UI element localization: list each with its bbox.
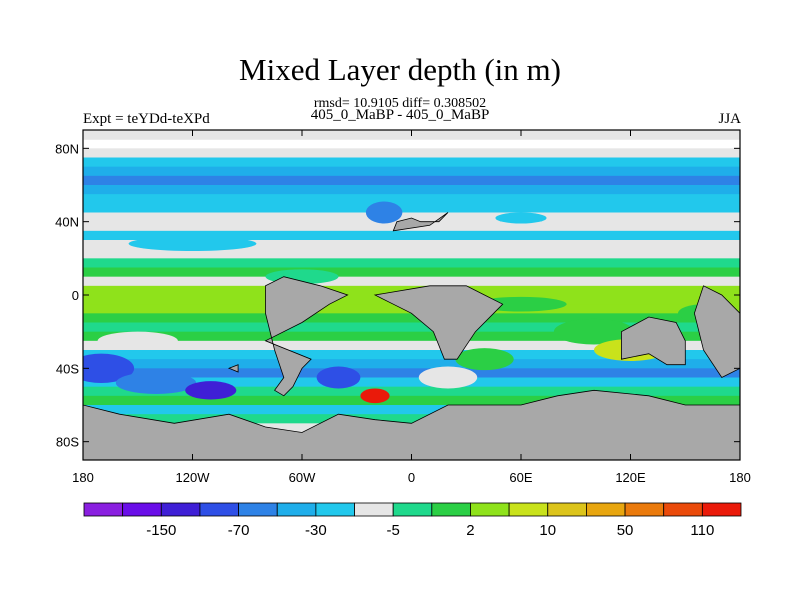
colorbar-swatch [547, 502, 587, 517]
anomaly-blob-0 [83, 353, 135, 383]
band-6 [83, 194, 740, 204]
band-30 [83, 414, 740, 424]
band-12 [83, 249, 740, 259]
band-13 [83, 258, 740, 269]
band-20 [83, 322, 740, 333]
band-27 [83, 386, 740, 397]
band-25 [83, 368, 740, 379]
colorbar-swatch [122, 502, 162, 517]
colorbar-swatch [160, 502, 201, 517]
band-14 [83, 267, 740, 278]
colorbar-label: 50 [617, 522, 634, 539]
x-tick-label: 120E [615, 470, 646, 485]
land-polygon-2 [373, 285, 504, 360]
land-polygon-6 [227, 364, 239, 373]
colorbar: -150 -70 -30 -5 2 10 50 110 [83, 502, 742, 539]
anomaly-blob-3 [97, 331, 178, 351]
colorbar-swatch [354, 502, 394, 517]
colorbar-swatch [508, 502, 549, 517]
colorbar-swatch [199, 502, 239, 517]
band-15 [83, 276, 740, 287]
band-19 [83, 313, 740, 324]
colorbar-swatch [701, 502, 742, 517]
colorbar-swatch [238, 502, 278, 517]
y-tick-label: 80N [55, 141, 79, 156]
y-tick-label: 40S [56, 361, 79, 376]
land-polygon-4 [693, 285, 740, 379]
experiment-label: Expt = teYDd-teXPd [83, 111, 210, 127]
colorbar-swatch [315, 502, 355, 517]
band-5 [83, 185, 740, 195]
land-polygon-1 [264, 276, 349, 397]
colorbar-label: -70 [228, 522, 250, 539]
colorbar-swatch [663, 502, 703, 517]
chart-title: Mixed Layer depth (in m) [239, 52, 561, 87]
band-29 [83, 405, 740, 415]
x-tick-label: 120W [176, 470, 211, 485]
colorbar-swatch [431, 502, 471, 517]
colorbar-swatch [470, 502, 510, 517]
band-4 [83, 175, 740, 186]
colorbar-label: -5 [387, 522, 400, 539]
y-tick-label: 0 [72, 288, 79, 303]
band-26 [83, 377, 740, 388]
anomaly-blob-12 [495, 212, 547, 224]
map-axes: 180 120W 60W 0 60E 120E 180 80N 40N 0 40S 80S [55, 130, 751, 485]
band-22 [83, 340, 740, 351]
band-10 [83, 230, 740, 241]
anomaly-blob-5 [360, 388, 390, 404]
x-tick-label: 180 [729, 470, 751, 485]
land-polygon-5 [392, 212, 449, 232]
colorbar-swatch [276, 502, 317, 517]
band-21 [83, 331, 740, 342]
band-7 [83, 203, 740, 214]
y-tick-label: 80S [56, 435, 79, 450]
colorbar-label: -150 [146, 522, 176, 539]
comparison-label: 405_0_MaBP - 405_0_MaBP [310, 107, 490, 123]
season-label: JJA [718, 111, 741, 127]
anomaly-blob-4 [316, 366, 361, 389]
x-tick-label: 180 [72, 470, 94, 485]
band-2 [83, 157, 740, 168]
anomaly-blob-2 [185, 381, 237, 400]
band-1 [83, 148, 740, 159]
colorbar-label: 10 [539, 522, 556, 539]
colorbar-swatch [83, 502, 124, 517]
anomaly-blob-7 [455, 348, 514, 371]
colorbar-swatch [586, 502, 626, 517]
x-tick-label: 0 [408, 470, 415, 485]
y-tick-label: 40N [55, 215, 79, 230]
colorbar-swatch [624, 502, 665, 517]
anomaly-blob-6 [418, 366, 478, 389]
land-polygon-3 [621, 316, 686, 366]
land-polygon-0 [83, 389, 740, 460]
x-tick-label: 60E [509, 470, 532, 485]
band-23 [83, 350, 740, 360]
colorbar-label: -30 [305, 522, 327, 539]
anomaly-blob-11 [128, 236, 257, 252]
anomaly-blob-1 [115, 372, 197, 394]
band-11 [83, 240, 740, 250]
band-24 [83, 359, 740, 369]
rmsd-subtitle: rmsd= 10.9105 diff= 0.308502 [313, 96, 487, 111]
x-tick-label: 60W [289, 470, 316, 485]
colorbar-label: 2 [466, 522, 474, 539]
band-3 [83, 166, 740, 177]
colorbar-swatch [392, 502, 433, 517]
land-mask [83, 212, 740, 460]
band-28 [83, 395, 740, 406]
colorbar-label: 110 [690, 522, 714, 539]
anomaly-blob-13 [365, 201, 403, 224]
band-8 [83, 212, 740, 223]
anomaly-blob-8 [553, 318, 635, 345]
